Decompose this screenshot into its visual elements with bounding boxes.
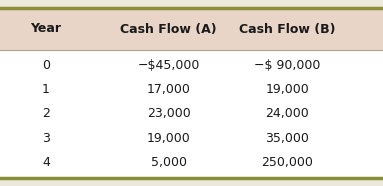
Text: 19,000: 19,000 bbox=[147, 132, 190, 145]
Bar bbox=[0, 50, 383, 178]
Text: Year: Year bbox=[31, 23, 61, 36]
Text: Cash Flow (A): Cash Flow (A) bbox=[120, 23, 217, 36]
Text: 2: 2 bbox=[42, 108, 50, 121]
Text: 0: 0 bbox=[42, 59, 50, 72]
Text: 1: 1 bbox=[42, 83, 50, 96]
Text: 5,000: 5,000 bbox=[151, 156, 187, 169]
Bar bbox=[0, 8, 383, 50]
Text: 250,000: 250,000 bbox=[261, 156, 313, 169]
Text: −$45,000: −$45,000 bbox=[137, 59, 200, 72]
Text: 35,000: 35,000 bbox=[265, 132, 309, 145]
Text: 4: 4 bbox=[42, 156, 50, 169]
Text: 3: 3 bbox=[42, 132, 50, 145]
Text: 23,000: 23,000 bbox=[147, 108, 190, 121]
Text: 17,000: 17,000 bbox=[147, 83, 190, 96]
Text: 19,000: 19,000 bbox=[265, 83, 309, 96]
Text: 24,000: 24,000 bbox=[265, 108, 309, 121]
Text: −$ 90,000: −$ 90,000 bbox=[254, 59, 321, 72]
Text: Cash Flow (B): Cash Flow (B) bbox=[239, 23, 336, 36]
